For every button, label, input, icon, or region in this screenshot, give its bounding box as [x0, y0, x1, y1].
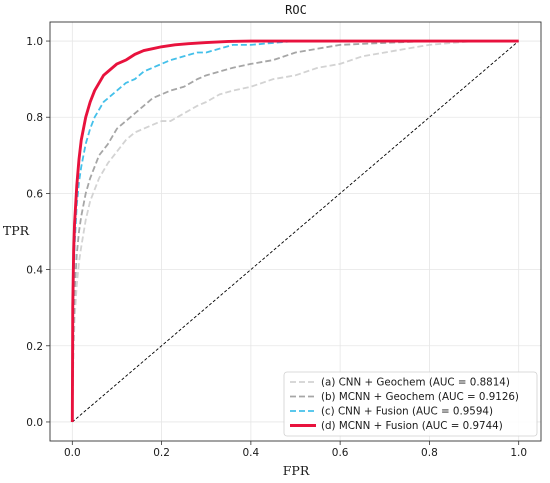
x-tick-label: 0.0 — [64, 447, 81, 459]
legend-entry-label: (c) CNN + Fusion (AUC = 0.9594) — [321, 406, 493, 418]
grid — [50, 22, 541, 441]
legend-entry-label: (d) MCNN + Fusion (AUC = 0.9744) — [321, 420, 503, 432]
chart-title: ROC — [285, 3, 307, 17]
x-tick-label: 1.0 — [510, 447, 527, 459]
roc-curve-series-d — [70, 39, 519, 422]
y-tick-label: 1.0 — [26, 36, 43, 48]
x-tick-label: 0.8 — [421, 447, 438, 459]
y-tick-label: 0.6 — [26, 188, 43, 200]
plot-series — [70, 39, 519, 423]
chance-reference-line — [72, 40, 519, 423]
roc-curve-series-a — [71, 40, 519, 422]
y-tick-label: 0.0 — [26, 417, 43, 429]
plot-frame — [49, 21, 542, 442]
legend-entry-label: (a) CNN + Geochem (AUC = 0.8814) — [321, 377, 510, 389]
x-tick-label: 0.2 — [153, 447, 170, 459]
legend: (a) CNN + Geochem (AUC = 0.8814) (b) MCNN… — [283, 371, 538, 437]
x-tick-label: 0.6 — [332, 447, 349, 459]
y-axis-label: TPR — [3, 223, 30, 238]
roc-curve-series-c — [71, 40, 519, 422]
axis-ticks: 0.0 0.2 0.4 0.6 0.8 1.0 0.0 0.2 0.4 0.6 0.8 1.0 — [26, 36, 527, 459]
roc-curve-series-b — [71, 40, 519, 422]
x-axis-label: FPR — [283, 463, 310, 478]
legend-entry-label: (b) MCNN + Geochem (AUC = 0.9126) — [321, 391, 519, 403]
y-tick-label: 0.8 — [26, 112, 43, 124]
legend-box — [283, 371, 538, 437]
x-tick-label: 0.4 — [243, 447, 260, 459]
y-tick-label: 0.4 — [26, 265, 43, 277]
y-tick-label: 0.2 — [26, 341, 43, 353]
